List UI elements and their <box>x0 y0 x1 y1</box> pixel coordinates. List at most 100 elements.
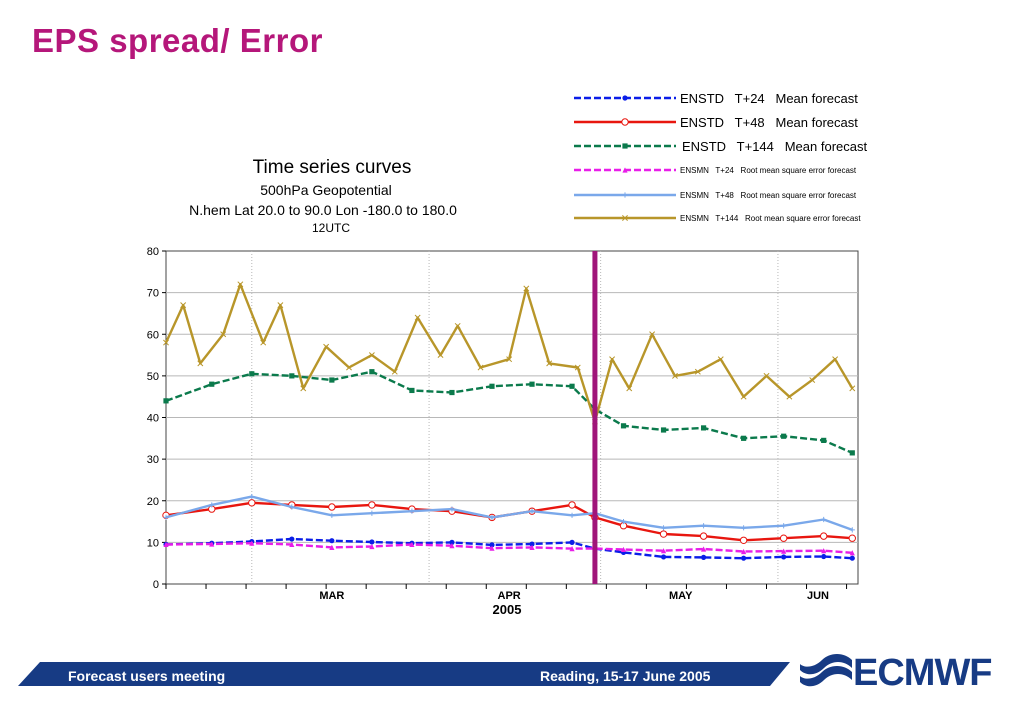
series-4-point-17 <box>821 516 827 523</box>
series-2-point-2 <box>249 371 255 377</box>
series-3-point-4 <box>329 544 335 550</box>
series-2-point-8 <box>489 383 495 389</box>
legend-item-3: ENSMN T+24 Root mean square error foreca… <box>574 166 857 175</box>
x-month-label-2: MAY <box>669 590 693 602</box>
series-2-point-3 <box>289 373 295 379</box>
series-2-point-0 <box>163 398 169 404</box>
series-5-point-15 <box>477 364 484 371</box>
y-tick-label-4: 40 <box>147 413 159 425</box>
x-month-label-3: JUN <box>807 590 829 602</box>
legend-marker-0 <box>622 95 628 101</box>
series-4-point-5 <box>369 510 375 516</box>
series-5-point-10 <box>368 352 375 359</box>
series-4-point-4 <box>329 512 335 518</box>
series-1-point-5 <box>368 501 376 509</box>
legend-item-1: ENSTD T+48 Mean forecast <box>574 115 858 130</box>
legend-label-0: ENSTD T+24 Mean forecast <box>680 91 858 106</box>
series-5-point-30 <box>809 377 816 383</box>
series-2-point-14 <box>700 425 707 431</box>
x-axis-label: 2005 <box>493 602 522 617</box>
series-5-point-5 <box>260 339 267 346</box>
series-4-point-12 <box>620 518 627 525</box>
series-5-point-27 <box>740 393 747 400</box>
series-3-point-10 <box>569 546 575 552</box>
series-2-point-7 <box>449 389 455 396</box>
series-1-point-10 <box>568 501 576 509</box>
legend-item-0: ENSTD T+24 Mean forecast <box>574 91 858 106</box>
series-3-point-16 <box>781 548 787 554</box>
series-5-point-23 <box>649 331 656 338</box>
series-1-point-16 <box>779 534 788 542</box>
series-1-point-15 <box>739 536 748 544</box>
series-3-point-9 <box>529 544 535 550</box>
series-0 <box>163 536 855 561</box>
series-2-point-13 <box>660 427 667 433</box>
series-3-point-7 <box>449 543 455 549</box>
footer-event-date: Reading, 15-17 June 2005 <box>540 668 711 684</box>
series-5-point-1 <box>180 302 187 309</box>
footer-event-name: Forecast users meeting <box>68 668 226 684</box>
chart-subtitle-line-2: N.hem Lat 20.0 to 90.0 Lon -180.0 to 180… <box>189 202 457 218</box>
series-2-point-10 <box>569 383 575 389</box>
series-4 <box>163 493 855 533</box>
series-4-point-6 <box>409 508 415 514</box>
y-tick-label-5: 50 <box>147 371 159 383</box>
series-5-point-21 <box>609 356 616 363</box>
series-4-point-18 <box>849 527 855 533</box>
series-0-point-14 <box>700 554 707 560</box>
series-4-point-1 <box>209 502 215 508</box>
x-month-label-1: APR <box>498 590 521 602</box>
series-1-point-14 <box>699 532 708 540</box>
series-2-point-16 <box>781 433 787 439</box>
legend-item-4: ENSMN T+48 Root mean square error foreca… <box>574 191 857 200</box>
legend-marker-4 <box>622 192 628 198</box>
y-tick-label-6: 60 <box>147 329 159 341</box>
series-2-point-1 <box>209 381 215 387</box>
series-4-point-15 <box>741 525 747 531</box>
series-2-point-12 <box>620 423 627 429</box>
series-0-point-13 <box>660 554 667 560</box>
series-3-point-5 <box>369 543 375 550</box>
series-5-point-22 <box>626 385 633 392</box>
series-5-point-17 <box>523 285 530 292</box>
series-0-point-7 <box>449 539 455 545</box>
series-5-point-11 <box>391 368 398 375</box>
legend-item-5: ENSMN T+144 Root mean square error forec… <box>574 214 861 223</box>
grid-lines <box>166 251 858 584</box>
footer-bar <box>18 662 790 686</box>
legend-marker-3 <box>622 167 628 173</box>
legend-marker-5 <box>622 215 628 221</box>
series-5-point-2 <box>197 360 204 367</box>
series-3-point-14 <box>700 546 707 552</box>
series-1-point-4 <box>328 503 336 511</box>
series-5-point-31 <box>832 356 839 363</box>
series-4-point-3 <box>289 504 295 510</box>
series-3-point-1 <box>209 541 215 547</box>
series-1-point-17 <box>819 532 828 540</box>
y-tick-label-3: 30 <box>147 454 159 466</box>
series-4-point-9 <box>529 508 535 514</box>
x-month-label-0: MAR <box>319 590 344 602</box>
series-3-point-8 <box>489 545 495 551</box>
series-1-point-2 <box>248 499 256 507</box>
series-5-point-25 <box>694 368 701 375</box>
series-2-point-9 <box>529 381 535 387</box>
legend-label-5: ENSMN T+144 Root mean square error forec… <box>680 214 861 223</box>
legend-label-3: ENSMN T+24 Root mean square error foreca… <box>680 166 857 175</box>
series-5-point-32 <box>849 385 856 392</box>
y-tick-label-8: 80 <box>147 246 159 258</box>
series-5-point-26 <box>717 356 724 363</box>
series-5-point-14 <box>454 322 461 329</box>
legend-label-4: ENSMN T+48 Root mean square error foreca… <box>680 191 857 200</box>
series-4-point-8 <box>489 514 495 520</box>
y-tick-label-2: 20 <box>147 496 159 508</box>
series-5-point-0 <box>163 339 169 346</box>
series-5-point-16 <box>506 356 513 363</box>
series-0-point-15 <box>741 555 747 561</box>
footer-band <box>18 662 790 686</box>
series-2-point-6 <box>409 387 415 394</box>
series-0-point-8 <box>489 542 495 548</box>
legend: ENSTD T+24 Mean forecast ENSTD T+48 Mean … <box>574 91 867 223</box>
series-5-point-7 <box>300 385 307 392</box>
